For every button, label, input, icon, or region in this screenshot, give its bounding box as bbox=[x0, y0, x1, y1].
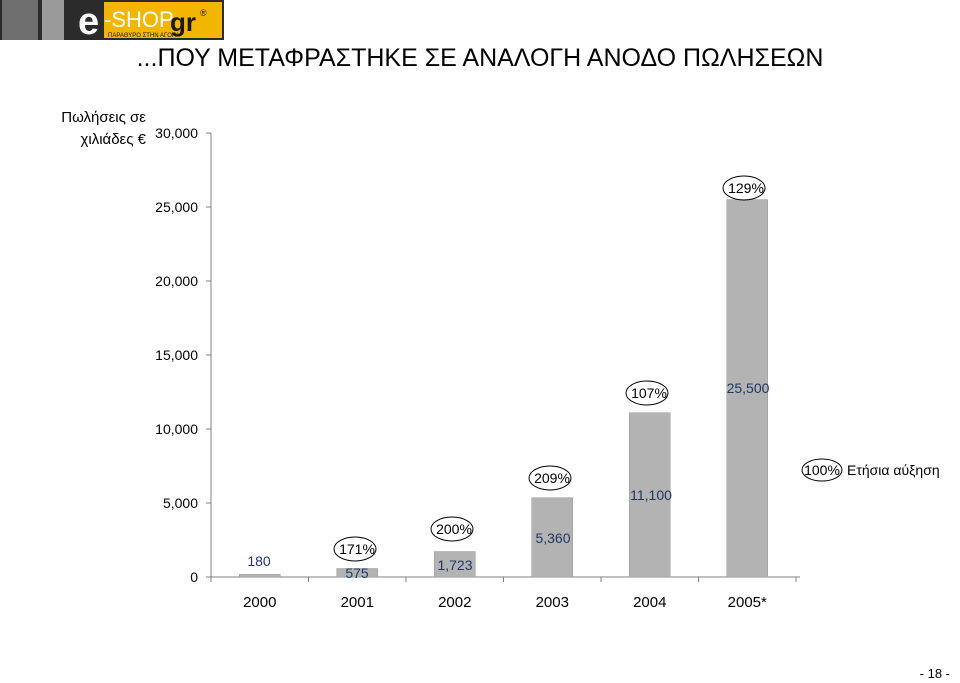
logo-e: e bbox=[78, 1, 99, 40]
x-tick-label: 2000 bbox=[243, 594, 276, 611]
logo-shop: -SHOP bbox=[104, 7, 174, 32]
logo-reg: ® bbox=[200, 8, 207, 18]
y-tick-label: 10,000 bbox=[155, 421, 198, 437]
y-tick-label: 0 bbox=[190, 569, 198, 585]
growth-ellipse bbox=[528, 465, 572, 491]
x-tick-label: 2003 bbox=[536, 594, 569, 611]
y-tick-label: 30,000 bbox=[155, 125, 198, 141]
legend-text: Ετήσια αύξηση bbox=[847, 462, 940, 478]
legend-symbol: 100% bbox=[804, 462, 840, 478]
bar bbox=[629, 412, 671, 578]
logo-gr: gr bbox=[170, 7, 196, 37]
growth-ellipse bbox=[333, 536, 377, 562]
growth-ellipse bbox=[430, 516, 474, 542]
data-label: 180 bbox=[247, 553, 271, 569]
growth-label: 107% bbox=[631, 385, 667, 401]
legend-ellipse bbox=[801, 458, 843, 482]
y-tick-label: 15,000 bbox=[155, 347, 198, 363]
data-label: 1,723 bbox=[437, 557, 472, 573]
data-label: 25,500 bbox=[727, 380, 770, 396]
eshop-logo: e -SHOP gr ® ΠΑΡΑΘΥΡΟ ΣΤΗΝ ΑΓΟΡΑ bbox=[0, 0, 224, 40]
growth-ellipse bbox=[722, 175, 766, 201]
bar bbox=[336, 568, 378, 578]
y-axis-label-line1: Πωλήσεις σε bbox=[61, 109, 146, 126]
x-tick-label: 2002 bbox=[438, 594, 471, 611]
y-axis-label-line2: χιλιάδες € bbox=[80, 131, 147, 148]
growth-label: 200% bbox=[436, 521, 472, 537]
x-tick-label: 2005* bbox=[728, 594, 767, 611]
data-label: 11,100 bbox=[630, 487, 672, 503]
x-tick-label: 2004 bbox=[633, 594, 666, 611]
data-label: 575 bbox=[345, 565, 369, 581]
x-tick-label: 2001 bbox=[341, 594, 374, 611]
y-tick-label: 25,000 bbox=[155, 199, 198, 215]
y-tick-label: 5,000 bbox=[163, 495, 198, 511]
growth-ellipse bbox=[625, 380, 669, 406]
y-tick-label: 20,000 bbox=[155, 273, 198, 289]
growth-label: 129% bbox=[728, 180, 764, 196]
y-axis-label: Πωλήσεις σε χιλιάδες € bbox=[20, 107, 146, 151]
logo-tagline: ΠΑΡΑΘΥΡΟ ΣΤΗΝ ΑΓΟΡΑ bbox=[108, 33, 180, 39]
bar bbox=[726, 199, 768, 578]
growth-label: 171% bbox=[339, 541, 375, 557]
bar bbox=[434, 551, 476, 578]
bar bbox=[531, 497, 573, 578]
growth-label: 209% bbox=[534, 470, 570, 486]
page-title: ...ΠΟΥ ΜΕΤΑΦΡΑΣΤΗΚΕ ΣΕ ΑΝΑΛΟΓΗ ΑΝΟΔΟ ΠΩΛ… bbox=[136, 44, 824, 72]
bar bbox=[239, 574, 281, 578]
data-label: 5,360 bbox=[535, 530, 570, 546]
page-number: - 18 - bbox=[919, 666, 950, 681]
